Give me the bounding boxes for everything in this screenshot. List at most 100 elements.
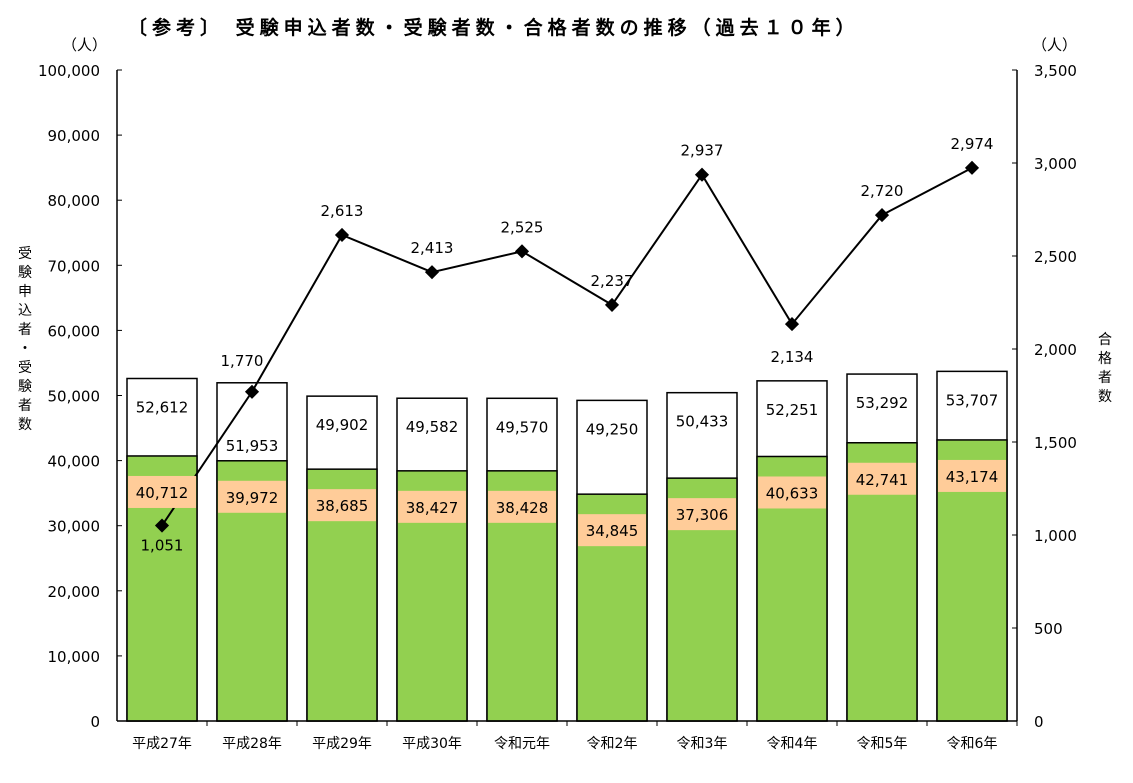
y2-tick-label: 500 (1034, 620, 1063, 638)
y-tick-label: 100,000 (38, 62, 100, 80)
y-axis-label-char: 受 (18, 360, 32, 376)
examinees-label: 34,845 (586, 522, 639, 540)
left-unit: （人） (62, 36, 107, 54)
x-tick-label: 平成29年 (312, 736, 372, 752)
x-tick-label: 平成28年 (222, 736, 282, 752)
y-tick-label: 30,000 (48, 518, 101, 536)
right-unit: （人） (1032, 36, 1077, 54)
x-tick-label: 令和4年 (767, 736, 818, 752)
examinees-label: 40,633 (766, 484, 819, 502)
y-tick-label: 0 (90, 713, 100, 731)
y2-tick-label: 3,000 (1034, 155, 1077, 173)
data-labels: 52,612 40,712 1,051 51,953 39,972 1,770 49,902… (128, 135, 1006, 555)
y2-axis-label-char: 者 (1098, 370, 1112, 386)
applicants-label: 53,707 (946, 391, 999, 409)
axes: 0 10,000 20,000 30,000 40,000 50,000 60,000 70,… (38, 62, 1077, 752)
examinees-label-bg (578, 514, 646, 547)
y2-tick-label: 2,000 (1034, 341, 1077, 359)
y2-axis-label-char: 合 (1098, 332, 1112, 348)
applicants-label: 49,250 (586, 420, 639, 438)
chart-title: 〔参考〕 受験申込者数・受験者数・合格者数の推移（過去１０年） (128, 16, 860, 39)
examinees-label: 38,427 (406, 499, 459, 517)
examinees-label-bg (398, 490, 466, 523)
y2-tick-label: 2,500 (1034, 248, 1077, 266)
applicants-label: 52,612 (136, 398, 189, 416)
applicants-label: 52,251 (766, 401, 819, 419)
y-tick-label: 90,000 (48, 127, 101, 145)
passers-point (424, 265, 440, 280)
passers-label: 2,134 (771, 348, 814, 366)
passers-point (874, 208, 890, 223)
examinees-label-bg (488, 490, 556, 523)
x-tick-label: 令和6年 (947, 736, 998, 752)
y-tick-label: 40,000 (48, 453, 101, 471)
x-tick-label: 平成30年 (402, 736, 462, 752)
x-tick-label: 令和元年 (494, 736, 550, 752)
y-tick-label: 80,000 (48, 192, 101, 210)
applicants-label: 53,292 (856, 394, 909, 412)
passers-point (334, 227, 350, 243)
y-axis-label-char: 込 (18, 303, 32, 319)
y-axis-label-char: 者 (18, 398, 32, 414)
examinees-label: 40,712 (136, 484, 189, 502)
examinees-label-bg (938, 459, 1006, 492)
y-tick-label: 10,000 (48, 648, 101, 666)
examinees-label-bg (848, 462, 916, 495)
examinees-label: 38,685 (316, 497, 369, 515)
x-tick-label: 平成27年 (132, 736, 192, 752)
passers-label: 1,051 (141, 537, 184, 555)
examinees-label: 43,174 (946, 468, 999, 486)
y-axis-label-char: 者 (18, 322, 32, 338)
y2-tick-label: 3,500 (1034, 62, 1077, 80)
passers-point (784, 317, 800, 332)
y-tick-label: 50,000 (48, 388, 101, 406)
y-tick-label: 60,000 (48, 322, 101, 340)
passers-point (514, 244, 530, 259)
examinees-label: 39,972 (226, 489, 279, 507)
examinees-label: 37,306 (676, 506, 729, 524)
y-axis-label-char: 受 (18, 246, 32, 262)
passers-label: 2,937 (681, 142, 724, 160)
passers-point (244, 384, 260, 399)
y2-tick-label: 1,000 (1034, 527, 1077, 545)
y-axis-label-char: 数 (18, 417, 32, 433)
x-tick-label: 令和5年 (857, 736, 908, 752)
examinees-label-bg (128, 475, 196, 508)
passers-point (694, 167, 710, 182)
applicants-label: 49,582 (406, 418, 459, 436)
applicants-label: 51,953 (226, 437, 279, 455)
passers-label: 2,413 (411, 239, 454, 257)
passers-label: 2,974 (951, 135, 994, 153)
y-axis-label-char: 申 (18, 284, 32, 300)
passers-point (964, 160, 980, 175)
y-axis-label-char: 験 (18, 379, 32, 395)
x-tick-label: 令和3年 (677, 736, 728, 752)
applicants-label: 49,902 (316, 416, 369, 434)
passers-label: 2,613 (321, 202, 364, 220)
y-axis-label: 受験申込者・受験者数 (18, 246, 32, 433)
applicants-label: 49,570 (496, 418, 549, 436)
examinees-label-bg (758, 476, 826, 509)
passers-label: 2,525 (501, 218, 544, 236)
examinees-label-bg (668, 498, 736, 531)
examinees-label-bg (308, 489, 376, 522)
passers-line (154, 160, 980, 533)
applicants-label: 50,433 (676, 413, 729, 431)
examinees-label-bg (218, 480, 286, 513)
y2-axis-label-char: 格 (1098, 351, 1112, 367)
y-tick-label: 70,000 (48, 257, 101, 275)
passers-point (604, 297, 620, 312)
passers-line-path (161, 166, 973, 527)
passers-label: 1,770 (221, 352, 264, 370)
y-axis-label-char: ・ (18, 341, 32, 357)
examinees-label: 38,428 (496, 499, 549, 517)
examinees-label: 42,741 (856, 471, 909, 489)
y-tick-label: 20,000 (48, 583, 101, 601)
passers-point (154, 518, 170, 533)
y2-tick-label: 0 (1034, 713, 1044, 731)
y2-axis-label: 合格者数 (1098, 332, 1112, 405)
y2-tick-label: 1,500 (1034, 434, 1077, 452)
y2-axis-label-char: 数 (1098, 389, 1112, 405)
passers-label: 2,237 (591, 272, 634, 290)
